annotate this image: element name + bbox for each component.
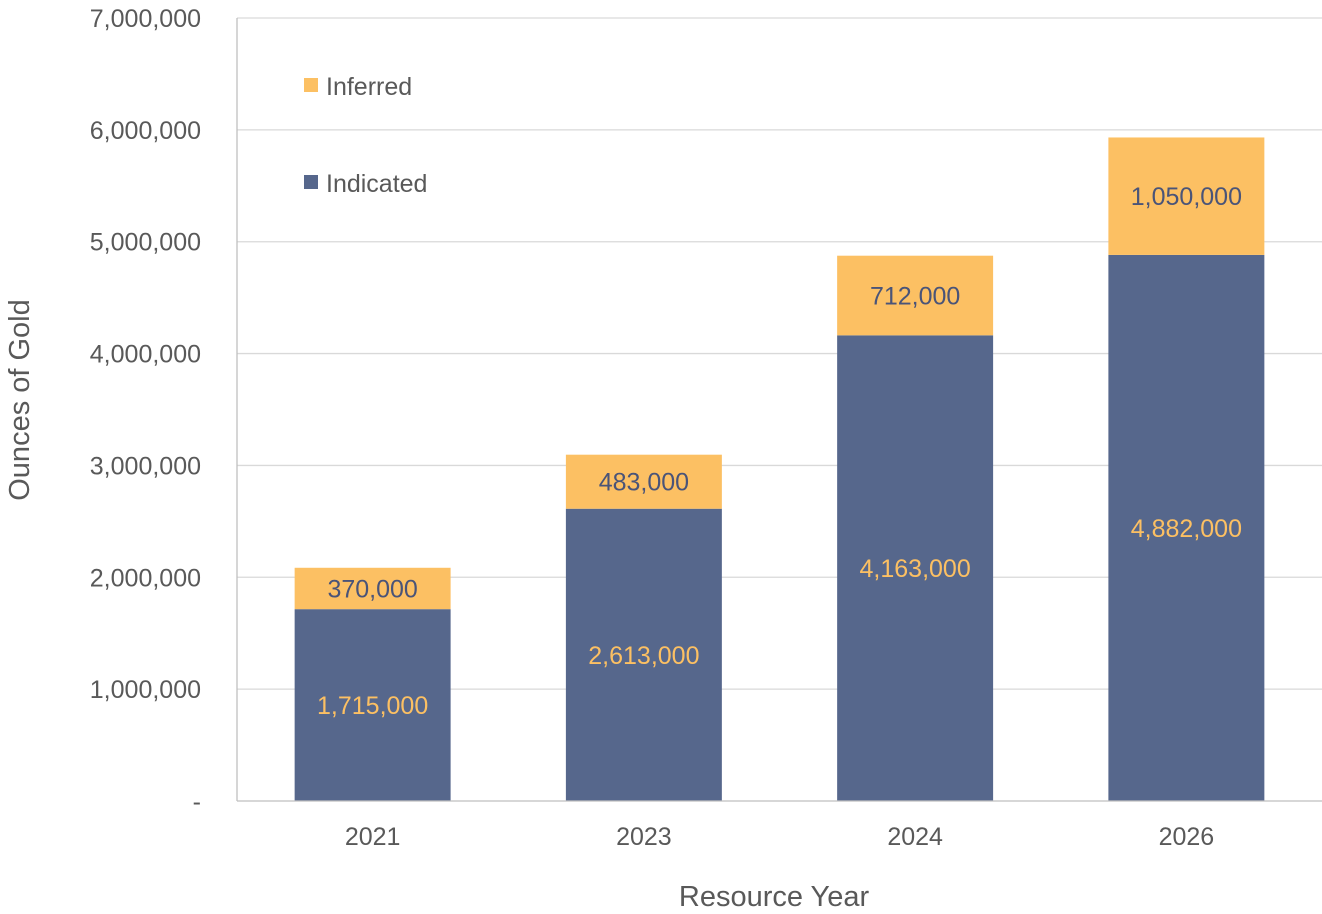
x-tick-label: 2023: [616, 823, 672, 851]
legend-swatch-inferred: [304, 78, 318, 92]
y-tick-label: 7,000,000: [90, 5, 201, 33]
bar-indicated-2021: [294, 609, 451, 801]
y-tick-label: 5,000,000: [90, 229, 201, 257]
data-label-inferred: 483,000: [599, 469, 689, 497]
y-tick-label: 6,000,000: [90, 117, 201, 145]
data-label-indicated: 4,163,000: [860, 555, 971, 583]
x-tick-label: 2021: [345, 823, 401, 851]
y-tick-label: -: [193, 788, 201, 816]
bar-indicated-2023: [565, 508, 722, 801]
data-label-indicated: 4,882,000: [1131, 515, 1242, 543]
legend-swatch-indicated: [304, 175, 318, 189]
x-tick-labels: 2021 2023 2024 2026: [345, 823, 1214, 851]
legend-label-indicated: Indicated: [326, 170, 427, 198]
bar-indicated-2026: [1108, 254, 1265, 801]
bar-inferred-2026: [1108, 137, 1265, 255]
x-tick-label: 2026: [1159, 823, 1215, 851]
bar-inferred-2021: [294, 567, 451, 610]
y-tick-label: 3,000,000: [90, 452, 201, 480]
legend: Inferred Indicated: [304, 73, 427, 198]
data-label-indicated: 2,613,000: [588, 642, 699, 670]
bars: [294, 137, 1265, 801]
data-label-indicated: 1,715,000: [317, 692, 428, 720]
data-label-inferred: 370,000: [327, 575, 417, 603]
bar-inferred-2024: [837, 255, 994, 336]
y-tick-label: 2,000,000: [90, 564, 201, 592]
y-tick-labels: - 1,000,000 2,000,000 3,000,000 4,000,000 5,0…: [90, 5, 201, 816]
y-tick-label: 1,000,000: [90, 676, 201, 704]
bar-indicated-2024: [837, 335, 994, 801]
data-label-inferred: 712,000: [870, 283, 960, 311]
x-axis-title: Resource Year: [679, 881, 870, 913]
bar-inferred-2023: [565, 454, 722, 509]
axes: [236, 18, 1322, 802]
x-tick-label: 2024: [887, 823, 943, 851]
y-axis-title: Ounces of Gold: [4, 299, 36, 501]
legend-label-inferred: Inferred: [326, 73, 412, 101]
y-tick-label: 4,000,000: [90, 341, 201, 369]
data-label-inferred: 1,050,000: [1131, 183, 1242, 211]
data-labels: 1,715,000 370,000 2,613,000 483,000 4,163,00…: [317, 183, 1242, 720]
